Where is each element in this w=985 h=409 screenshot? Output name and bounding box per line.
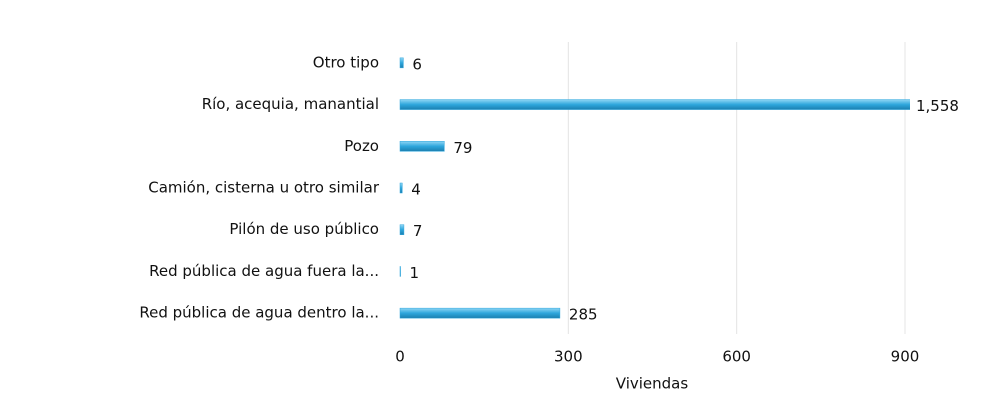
y-tick-label: Red pública de agua fuera la... (149, 262, 379, 280)
value-label: 285 (569, 306, 598, 324)
bar (399, 224, 405, 235)
y-tick-label: Otro tipo (313, 53, 379, 71)
bar (399, 141, 445, 152)
value-label: 4 (411, 181, 421, 199)
x-tick-label: 300 (554, 348, 583, 366)
value-label: 1,558 (916, 97, 959, 115)
x-tick-label: 0 (395, 348, 405, 366)
y-tick-label: Red pública de agua dentro la... (139, 304, 379, 322)
bar (399, 57, 404, 69)
bars (399, 57, 910, 319)
x-tick-label: 600 (722, 348, 751, 366)
y-tick-label: Camión, cisterna u otro similar (148, 179, 380, 197)
bar (399, 307, 561, 319)
bar (399, 182, 403, 194)
y-tick-label: Pilón de uso público (229, 220, 379, 238)
x-tick-label: 900 (891, 348, 920, 366)
value-label: 7 (413, 222, 423, 240)
y-tick-label: Pozo (344, 137, 379, 155)
grid (567, 42, 906, 334)
x-axis-label: Viviendas (616, 375, 689, 393)
value-label: 6 (412, 55, 422, 73)
value-label: 1 (410, 264, 420, 282)
y-tick-label: Río, acequia, manantial (202, 95, 379, 113)
bar (399, 99, 910, 110)
value-label: 79 (453, 139, 472, 157)
bar (399, 266, 401, 277)
